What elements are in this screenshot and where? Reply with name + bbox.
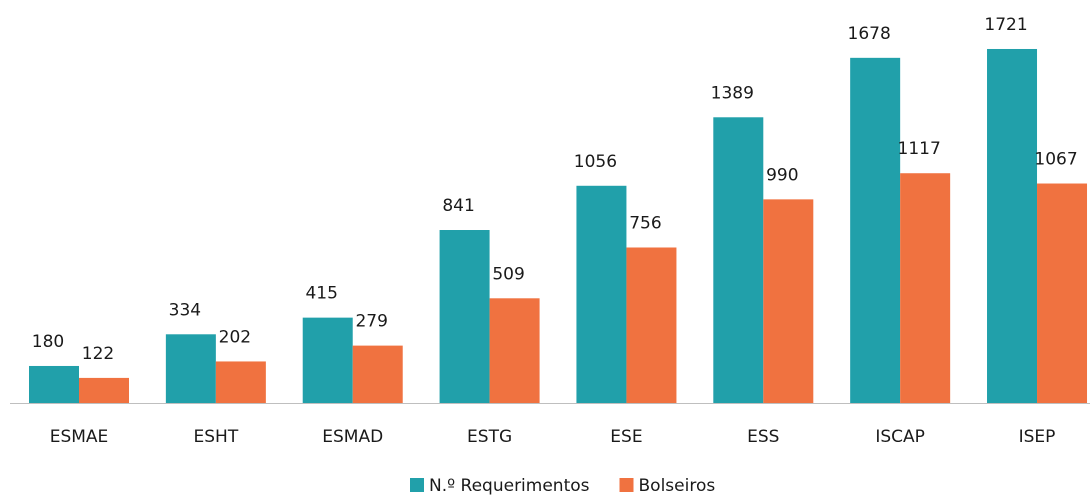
bar — [439, 230, 490, 403]
x-tick-label: ESS — [747, 427, 779, 447]
x-tick-label: ESHT — [194, 427, 239, 447]
value-label: 841 — [442, 196, 474, 216]
bar — [626, 247, 677, 403]
value-label: 1117 — [898, 139, 941, 159]
legend-label: N.º Requerimentos — [429, 476, 590, 496]
x-tick-label: ESMAD — [322, 427, 383, 447]
value-label: 1678 — [848, 24, 891, 44]
bar — [987, 48, 1038, 404]
value-label: 279 — [355, 312, 387, 332]
value-label: 1067 — [1034, 150, 1077, 170]
bar — [79, 377, 129, 403]
bar — [29, 365, 79, 403]
value-label: 202 — [219, 327, 251, 347]
bar — [302, 317, 353, 403]
legend-swatch — [619, 478, 634, 492]
x-tick-label: ISCAP — [875, 427, 925, 447]
legend-swatch — [410, 478, 424, 492]
value-label: 180 — [32, 332, 64, 352]
value-label: 509 — [492, 264, 524, 284]
value-label: 1389 — [711, 83, 754, 103]
value-label: 990 — [766, 165, 798, 185]
value-label: 334 — [169, 300, 201, 320]
x-tick-label: ESE — [610, 427, 642, 447]
bar — [850, 57, 901, 404]
bar — [215, 361, 266, 403]
bar — [489, 298, 540, 403]
bar — [713, 117, 764, 403]
bar — [900, 173, 951, 403]
x-tick-label: ESTG — [467, 427, 512, 447]
value-label: 1056 — [574, 152, 617, 172]
bar — [352, 345, 403, 403]
value-label: 1721 — [984, 15, 1027, 35]
value-label: 756 — [629, 213, 661, 233]
bar — [1037, 183, 1088, 403]
legend-label: Bolseiros — [639, 476, 716, 496]
x-tick-label: ISEP — [1019, 427, 1056, 447]
bar — [165, 334, 216, 403]
value-label: 415 — [305, 284, 337, 304]
bar — [763, 199, 814, 403]
x-tick-label: ESMAE — [50, 427, 109, 447]
bar — [576, 185, 627, 403]
value-label: 122 — [82, 344, 114, 364]
